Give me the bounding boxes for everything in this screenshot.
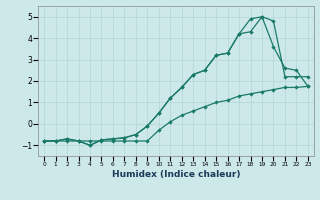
X-axis label: Humidex (Indice chaleur): Humidex (Indice chaleur) <box>112 170 240 179</box>
